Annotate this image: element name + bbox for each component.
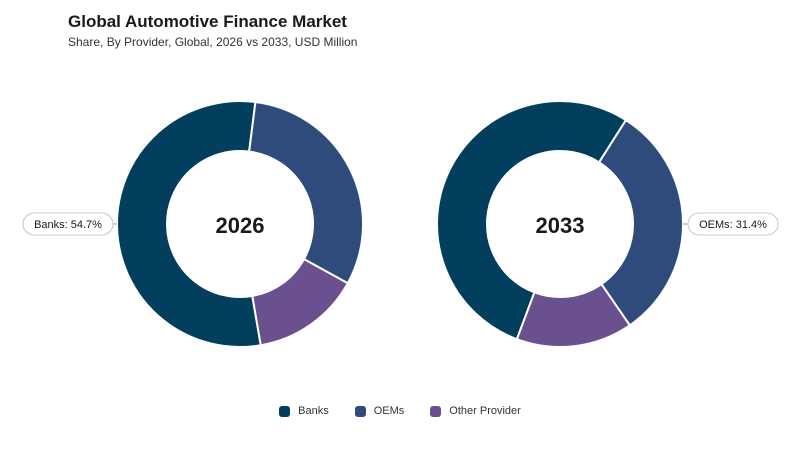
legend-label-other-provider: Other Provider [449,405,521,417]
legend-swatch-other-provider [430,405,442,417]
legend-label-oems: OEMs [373,405,405,417]
legend-item-banks[interactable]: Banks [279,405,329,417]
slice-2026-other-provider[interactable] [251,257,350,347]
chart-subtitle: Share, By Provider, Global, 2026 vs 2033… [68,35,358,49]
legend-swatch-banks [279,405,291,417]
callout-label-2033: OEMs: 31.4% [699,219,767,231]
legend-item-other-provider[interactable]: Other Provider [430,405,521,417]
callout-pill-2026 [22,212,114,236]
legend: Banks OEMs Other Provider [0,405,800,417]
donut-center-label-2026: 2026 [216,213,265,238]
donut-center-label-2033: 2033 [536,213,585,238]
legend-label-banks: Banks [298,405,329,417]
slice-2033-other-provider[interactable] [515,282,632,348]
slice-2033-banks[interactable] [436,100,628,341]
callout-pill-2033 [687,212,779,236]
callout-label-2026: Banks: 54.7% [34,219,102,231]
slice-2033-oems[interactable] [597,118,684,327]
slice-2026-oems[interactable] [248,100,364,285]
slice-2026-banks[interactable] [116,100,262,348]
legend-swatch-oems [354,405,366,417]
chart-title: Global Automotive Finance Market [68,12,347,31]
legend-item-oems[interactable]: OEMs [354,405,405,417]
